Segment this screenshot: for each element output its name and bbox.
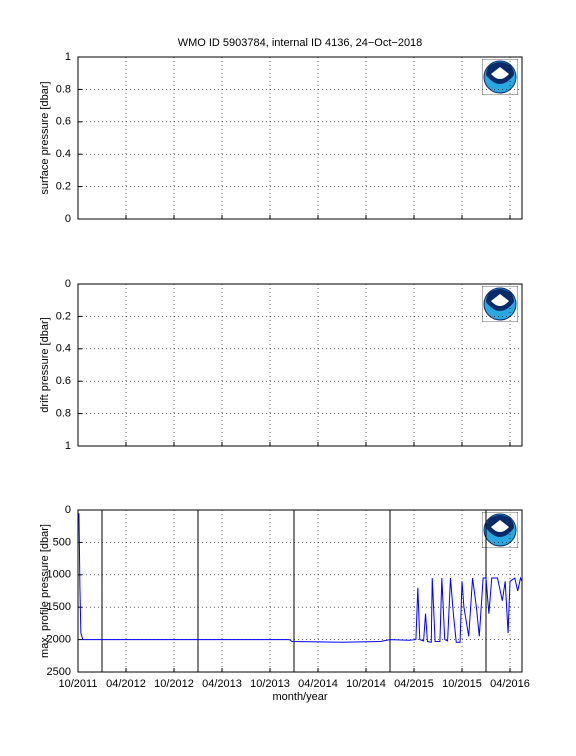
x-tick-label: 04/2013 xyxy=(202,678,242,690)
data-line xyxy=(78,513,523,643)
x-tick-label: 10/2014 xyxy=(346,678,386,690)
plot-frame xyxy=(77,56,523,220)
y-tick-label: 0.2 xyxy=(56,310,71,322)
y-tick-label: 2000 xyxy=(47,634,71,646)
plot-frame xyxy=(77,283,523,447)
y-tick-label: 2500 xyxy=(47,666,71,678)
y-tick-label: 0.2 xyxy=(56,181,71,193)
y-axis-label: drift pressure [dbar] xyxy=(39,317,51,412)
y-axis-label: max. profile pressure [dbar] xyxy=(39,524,51,658)
x-axis-label: month/year xyxy=(272,691,327,703)
y-tick-label: 1 xyxy=(65,51,71,63)
y-tick-label: 0.4 xyxy=(56,148,71,160)
y-tick-label: 0.6 xyxy=(56,375,71,387)
y-axis-label: surface pressure [dbar] xyxy=(39,81,51,194)
y-tick-label: 0 xyxy=(65,213,71,225)
plot-frame xyxy=(77,509,523,673)
y-tick-label: 0.4 xyxy=(56,343,71,355)
y-tick-label: 500 xyxy=(53,536,71,548)
x-tick-label: 04/2016 xyxy=(490,678,530,690)
chart-title: WMO ID 5903784, internal ID 4136, 24−Oct… xyxy=(178,37,423,49)
noaa-logo xyxy=(482,286,518,322)
x-tick-label: 10/2012 xyxy=(154,678,194,690)
y-tick-label: 0 xyxy=(65,504,71,516)
y-tick-label: 1 xyxy=(65,440,71,452)
x-tick-label: 04/2012 xyxy=(106,678,146,690)
y-tick-label: 0.8 xyxy=(56,408,71,420)
x-tick-label: 10/2011 xyxy=(59,678,98,690)
noaa-logo xyxy=(482,59,518,95)
x-tick-label: 10/2015 xyxy=(442,678,482,690)
x-tick-label: 04/2014 xyxy=(298,678,338,690)
y-tick-label: 1500 xyxy=(47,601,71,613)
y-tick-label: 0 xyxy=(65,278,71,290)
noaa-logo xyxy=(482,512,518,548)
x-tick-label: 04/2015 xyxy=(394,678,434,690)
y-tick-label: 1000 xyxy=(47,569,71,581)
y-tick-label: 0.6 xyxy=(56,116,71,128)
y-tick-label: 0.8 xyxy=(56,83,71,95)
x-tick-label: 10/2013 xyxy=(250,678,290,690)
